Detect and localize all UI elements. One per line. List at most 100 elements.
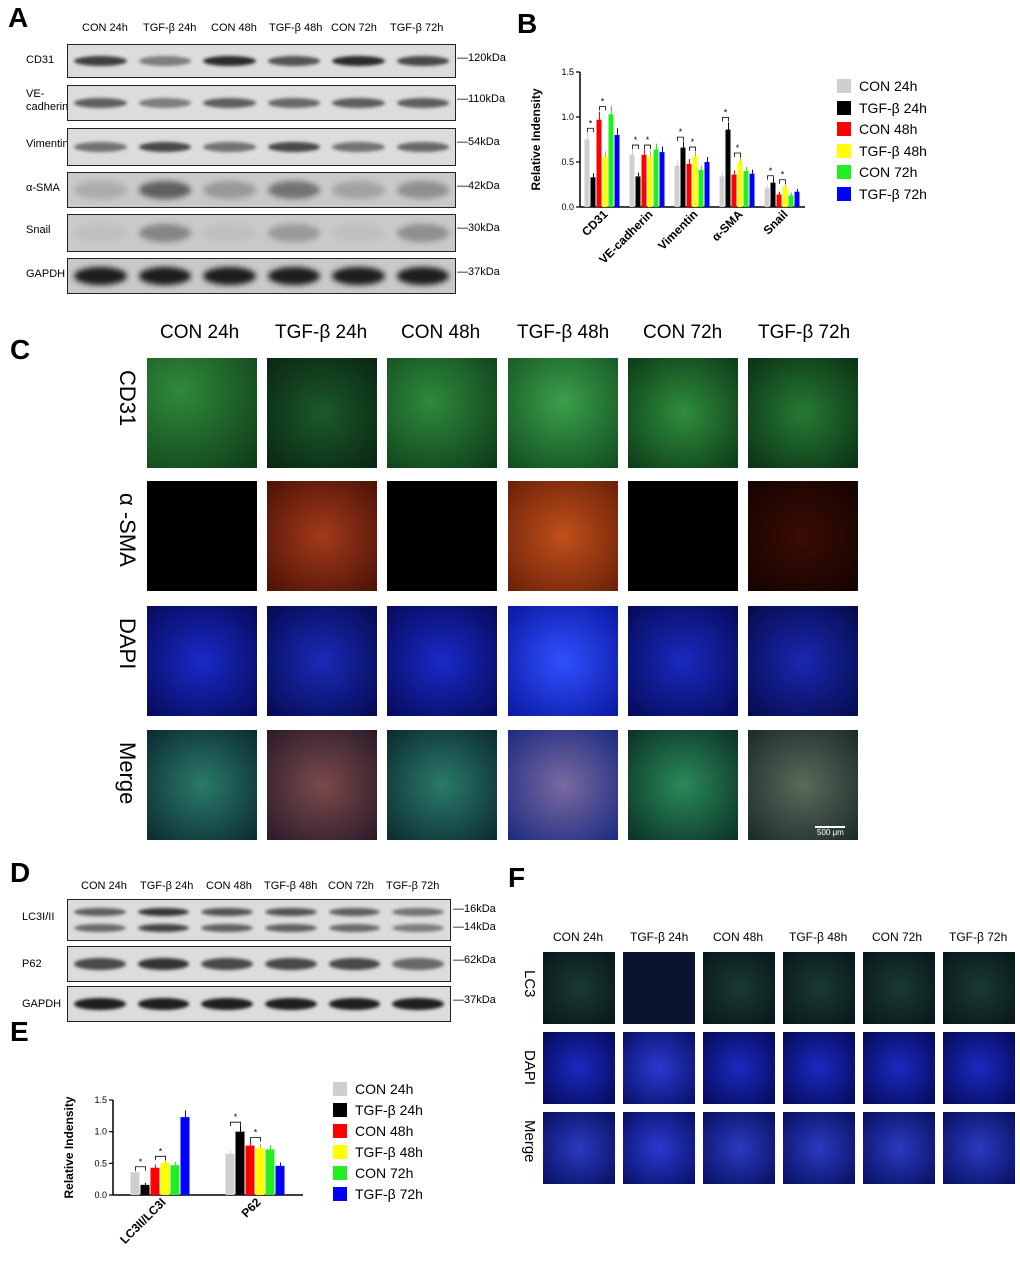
wb-band — [396, 181, 449, 199]
significance-star: * — [139, 1157, 143, 1167]
wb-band — [201, 908, 253, 916]
significance-bracket — [722, 116, 729, 122]
wb-band — [396, 56, 449, 66]
panel-label-f: F — [508, 862, 526, 893]
legend-swatch — [837, 186, 851, 201]
wb-a-blot-strip — [67, 258, 456, 294]
significance-bracket — [677, 136, 684, 142]
bar — [245, 1145, 255, 1195]
bar — [608, 114, 614, 207]
legend-label: TGF-β 72h — [859, 185, 927, 202]
legend-label: TGF-β 48h — [355, 1144, 423, 1160]
significance-bracket — [230, 1121, 241, 1127]
panel-label-e: E — [10, 1016, 29, 1047]
wb-band — [74, 98, 127, 108]
wb-band — [137, 924, 190, 932]
legend-swatch — [837, 165, 851, 179]
wb-d-lane-header: TGF-β 48h — [264, 880, 318, 892]
if-c-micrograph-tile — [267, 730, 377, 840]
wb-d-blot-strip — [67, 986, 451, 1022]
if-f-scale-label: 500 μm — [988, 1186, 1009, 1192]
if-c-scale-bar — [815, 826, 845, 828]
legend-label: TGF-β 48h — [859, 142, 927, 159]
wb-band — [392, 998, 444, 1010]
wb-band — [265, 908, 317, 916]
significance-bracket — [767, 175, 774, 180]
wb-a-kda-label: —30kDa — [457, 222, 500, 234]
y-axis-label: Relative Indensity — [529, 88, 543, 190]
legend-label: CON 24h — [355, 1081, 414, 1097]
if-f-micrograph-tile — [863, 952, 935, 1024]
if-c-micrograph-tile — [748, 606, 858, 716]
significance-star: * — [769, 166, 773, 176]
if-c-micrograph-tile — [628, 358, 738, 468]
wb-band — [265, 958, 317, 970]
bar — [614, 135, 620, 207]
wb-d-lane-header: CON 24h — [81, 880, 127, 892]
wb-band — [396, 267, 449, 285]
wb-band — [332, 142, 385, 152]
wb-band — [74, 56, 127, 66]
legend-swatch — [333, 1082, 347, 1096]
wb-a-lane-header: CON 72h — [331, 22, 377, 34]
bar — [596, 119, 602, 207]
significance-bracket — [599, 106, 606, 111]
wb-a-kda-label: —37kDa — [457, 266, 500, 278]
if-f-micrograph-tile — [703, 1032, 775, 1104]
wb-a-row-label: VE- cadherin — [26, 88, 69, 113]
wb-d-lane-header: TGF-β 72h — [386, 880, 440, 892]
bar — [225, 1153, 235, 1195]
wb-band — [396, 142, 449, 152]
y-axis-label: Relative Indensity — [62, 1096, 76, 1198]
if-c-micrograph-tile — [387, 481, 497, 591]
bar — [180, 1117, 190, 1195]
if-f-column-header: TGF-β 48h — [789, 930, 848, 944]
x-category-label: Vimentin — [655, 207, 701, 253]
panel-label-a: A — [8, 2, 29, 33]
significance-star: * — [646, 135, 650, 145]
if-c-micrograph-tile — [147, 730, 257, 840]
y-tick-label: 1.5 — [561, 67, 574, 77]
wb-d-kda-label: —16kDa — [453, 903, 496, 915]
if-c-column-header: CON 24h — [160, 322, 240, 343]
legend-swatch — [333, 1187, 347, 1201]
wb-band — [137, 958, 190, 970]
if-f-column-header: CON 72h — [872, 930, 923, 944]
wb-band — [201, 958, 253, 970]
legend-swatch — [837, 100, 851, 115]
significance-bracket — [155, 1155, 166, 1161]
wb-band — [203, 267, 256, 285]
wb-band — [138, 267, 191, 285]
if-c-micrograph-tile — [387, 730, 497, 840]
bar — [680, 147, 686, 207]
wb-band — [203, 98, 256, 108]
if-f-micrograph-tile — [543, 952, 615, 1024]
bar — [255, 1148, 265, 1195]
significance-bracket — [779, 179, 786, 184]
wb-band — [328, 958, 381, 970]
wb-a-blot-strip — [67, 172, 456, 208]
if-f-scale-bar — [988, 1185, 1008, 1186]
bar — [776, 194, 782, 207]
legend-swatch — [837, 122, 851, 136]
if-f-micrograph-tile — [703, 1112, 775, 1184]
if-f-micrograph-tile — [623, 1112, 695, 1184]
if-c-row-label: DAPI — [115, 618, 140, 670]
wb-a-kda-label: —110kDa — [457, 93, 506, 105]
wb-band — [267, 98, 320, 108]
wb-band — [392, 924, 444, 932]
panel-label-b: B — [517, 8, 538, 39]
if-f-row-label: Merge — [521, 1120, 538, 1163]
wb-band — [138, 56, 191, 66]
bar — [725, 129, 731, 207]
if-c-micrograph-tile — [387, 606, 497, 716]
bar — [719, 176, 725, 207]
if-c-column-header: CON 72h — [643, 322, 723, 343]
significance-bracket — [587, 127, 594, 133]
wb-band — [396, 98, 449, 108]
legend-swatch — [837, 79, 851, 93]
if-f-row-label: DAPI — [521, 1050, 538, 1086]
x-category-label: LC3II/LC3I — [117, 1195, 168, 1246]
if-c-column-header: TGF-β 24h — [275, 322, 368, 343]
